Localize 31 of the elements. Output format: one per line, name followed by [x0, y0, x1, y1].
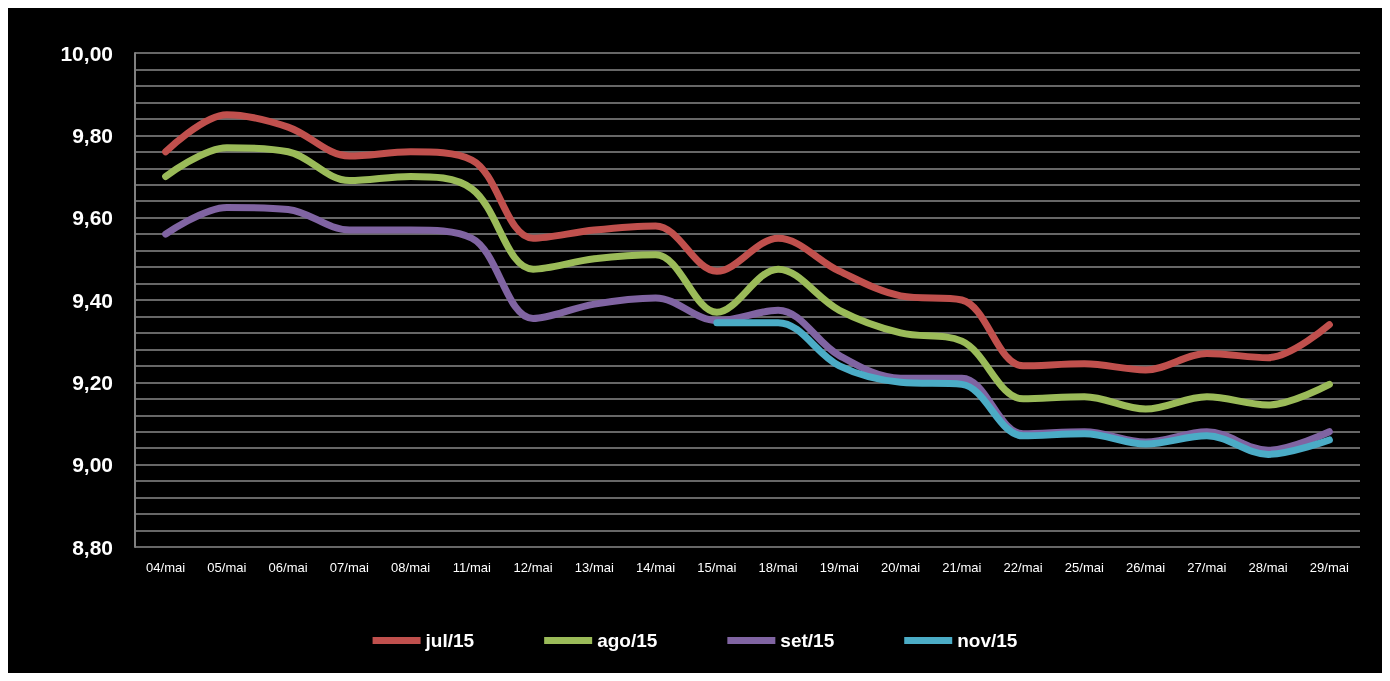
x-tick-label: 22/mai — [1003, 560, 1043, 575]
legend-label: set/15 — [780, 630, 835, 651]
legend-label: ago/15 — [597, 630, 658, 651]
x-tick-label: 08/mai — [391, 560, 431, 575]
x-tick-label: 06/mai — [268, 560, 308, 575]
y-tick-label: 9,60 — [72, 206, 113, 230]
x-tick-label: 29/mai — [1309, 560, 1349, 575]
y-tick-label: 9,20 — [72, 370, 113, 394]
y-tick-label: 9,40 — [72, 288, 113, 312]
y-tick-label: 9,00 — [72, 453, 113, 477]
x-tick-label: 25/mai — [1064, 560, 1104, 575]
x-tick-label: 07/mai — [329, 560, 369, 575]
legend-label: jul/15 — [424, 630, 475, 651]
x-tick-label: 20/mai — [881, 560, 921, 575]
x-tick-label: 19/mai — [819, 560, 859, 575]
x-tick-label: 21/mai — [942, 560, 982, 575]
y-tick-label: 10,00 — [60, 41, 113, 65]
x-tick-label: 26/mai — [1126, 560, 1166, 575]
x-tick-label: 18/mai — [758, 560, 798, 575]
y-tick-label: 8,80 — [72, 535, 113, 559]
x-tick-label: 27/mai — [1187, 560, 1227, 575]
legend-label: nov/15 — [957, 630, 1018, 651]
x-tick-label: 05/mai — [207, 560, 247, 575]
x-tick-label: 11/mai — [452, 560, 492, 575]
x-tick-label: 15/mai — [697, 560, 737, 575]
y-tick-label: 9,80 — [72, 123, 113, 147]
x-tick-label: 13/mai — [574, 560, 614, 575]
x-tick-label: 28/mai — [1248, 560, 1288, 575]
x-tick-label: 04/mai — [146, 560, 186, 575]
x-tick-label: 14/mai — [636, 560, 676, 575]
x-tick-label: 12/mai — [513, 560, 553, 575]
